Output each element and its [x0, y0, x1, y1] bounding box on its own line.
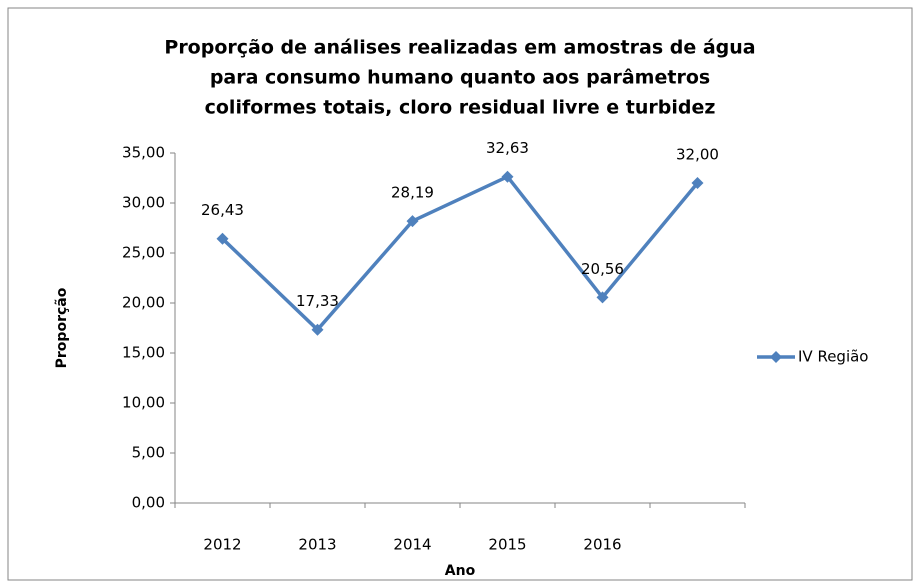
chart-border: [7, 7, 913, 581]
data-point: [216, 232, 229, 245]
data-label: 26,43: [201, 201, 244, 219]
y-tick-label: 15,00: [122, 344, 165, 362]
y-tick-label: 20,00: [122, 294, 165, 312]
legend-marker: [770, 351, 782, 363]
y-tick-label: 30,00: [122, 194, 165, 212]
data-label: 28,19: [391, 184, 434, 202]
y-tick-label: 10,00: [122, 394, 165, 412]
data-label: 32,63: [486, 139, 529, 157]
data-line: [221, 174, 699, 332]
y-axis-title: Proporção: [54, 287, 70, 368]
x-tick-label: 2015: [488, 536, 526, 554]
data-point: [501, 170, 514, 183]
y-tick-label: 35,00: [122, 144, 165, 162]
y-tick-label: 5,00: [132, 444, 165, 462]
x-axis-title: Ano: [445, 563, 476, 579]
x-tick-label: 2014: [393, 536, 431, 554]
y-tick-label: 25,00: [122, 244, 165, 262]
chart-title: coliformes totais, cloro residual livre …: [205, 97, 716, 119]
data-point: [691, 177, 704, 189]
data-point: [406, 215, 419, 228]
data-label: 17,33: [296, 292, 339, 310]
data-label: 32,00: [676, 146, 719, 164]
x-tick-label: 2013: [298, 536, 336, 554]
x-tick-label: 2012: [203, 536, 241, 554]
legend-label: IV Região: [798, 348, 869, 366]
x-tick-label: 2016: [583, 536, 621, 554]
data-point: [311, 323, 324, 336]
chart-title: para consumo humano quanto aos parâmetro…: [210, 67, 710, 89]
chart-title: Proporção de análises realizadas em amos…: [164, 37, 755, 59]
data-point: [596, 291, 609, 304]
y-tick-label: 0,00: [132, 494, 165, 512]
data-label: 20,56: [581, 260, 624, 278]
